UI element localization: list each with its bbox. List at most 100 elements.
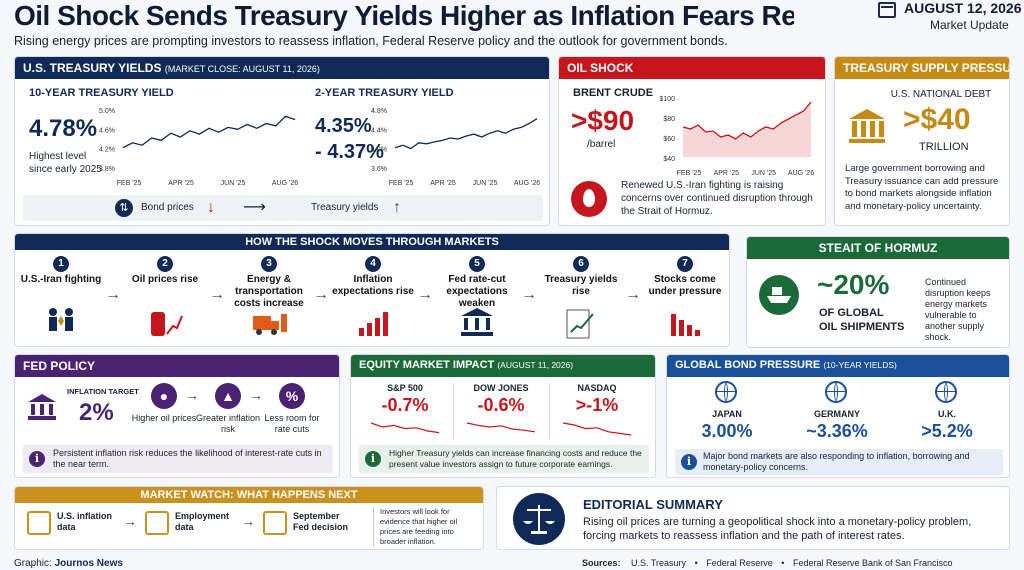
x-tick-label: JUN '25 xyxy=(221,180,246,187)
equity-name: S&P 500 xyxy=(387,383,423,393)
oil-shock-panel: OIL SHOCK BRENT CRUDE >$90 /barrel $100 $… xyxy=(558,56,826,226)
equity-value: -0.7% xyxy=(381,395,429,415)
x-tick-label: JUN '25 xyxy=(751,170,776,177)
inflation-target-label: INFLATION TARGET xyxy=(67,387,139,396)
fed-arrow-icon: → xyxy=(185,387,199,403)
oil-x-axis: FEB '25 APR '25 JUN '25 AUG '26 xyxy=(677,170,815,177)
x-tick-label: APR '25 xyxy=(430,180,456,187)
bond-arrows-icon: ⇅ xyxy=(115,199,133,217)
droplet-icon: ● xyxy=(151,383,177,409)
y-tick-label: 4.8% xyxy=(371,108,387,115)
sources-label: Sources: xyxy=(582,558,621,568)
watch-item-label: September Fed decision xyxy=(293,511,349,532)
oil-drop-icon xyxy=(571,181,607,217)
supply-note: Large government borrowing and Treasury … xyxy=(845,163,999,212)
x-tick-label: FEB '25 xyxy=(677,170,702,177)
step-number: 2 xyxy=(157,256,173,272)
editorial-text: Rising oil prices are turning a geopolit… xyxy=(583,516,972,542)
step-label: Fed rate-cut expectations weaken xyxy=(446,274,508,309)
ten-year-note-1: Highest level xyxy=(29,151,87,162)
watch-panel: MARKET WATCH: WHAT HAPPENS NEXT U.S. inf… xyxy=(14,486,484,550)
global-note-box: i Major bond markets are also responding… xyxy=(675,449,1003,475)
watch-note: Investors will look for evidence that hi… xyxy=(373,507,477,547)
oil-shock-header: OIL SHOCK xyxy=(559,57,825,79)
debt-value: >$40 xyxy=(903,103,971,136)
arrow-up-icon: ↑ xyxy=(393,199,401,216)
equity-divider xyxy=(549,383,550,439)
fed-header: FED POLICY xyxy=(15,355,339,377)
two-year-y-axis: 4.8% 4.4% 4.0% 3.6% xyxy=(371,108,387,173)
oil-area xyxy=(683,102,811,157)
step-number: 5 xyxy=(469,256,485,272)
editorial-title: EDITORIAL SUMMARY xyxy=(583,497,723,512)
y-tick-label: 4.4% xyxy=(371,127,387,134)
step-number: 6 xyxy=(573,256,589,272)
page-subtitle: Rising energy prices are prompting inves… xyxy=(14,34,728,48)
fed-item-label: Less room for rate cuts xyxy=(264,413,320,434)
two-year-value: 4.35% xyxy=(315,115,372,137)
fed-building-icon xyxy=(27,393,57,426)
watch-header: MARKET WATCH: WHAT HAPPENS NEXT xyxy=(15,487,483,503)
fed-note: Persistent inflation risk reduces the li… xyxy=(53,448,322,469)
two-year-chart: 4.8% 4.4% 4.0% 3.6% FEB '25 APR '25 JUN '25 AU… xyxy=(371,108,540,187)
hormuz-header: STEAIT OF HORMUZ xyxy=(747,237,1009,259)
equity-note: Higher Treasury yields can increase fina… xyxy=(389,448,642,469)
ten-year-label: 10-YEAR TREASURY YIELD xyxy=(29,87,174,99)
arrow-right-icon: ⟶ xyxy=(243,199,266,216)
equity-name: NASDAQ xyxy=(577,383,617,393)
people-icon xyxy=(145,511,169,535)
date-box: AUGUST 12, 2026 Market Update xyxy=(872,0,1022,36)
fed-arrow-icon: → xyxy=(249,387,263,403)
two-year-value-2: - 4.37% xyxy=(315,141,384,163)
x-tick-label: APR '25 xyxy=(168,180,194,187)
global-note-title: (10-YEAR YIELDS) xyxy=(823,360,897,370)
page-title: Oil Shock Sends Treasury Yields Higher a… xyxy=(14,0,794,31)
brent-label: BRENT CRUDE xyxy=(573,87,654,99)
ten-year-line xyxy=(122,115,296,149)
debt-unit: TRILLION xyxy=(919,141,969,153)
date-label: Market Update xyxy=(930,18,1009,32)
hormuz-note: Continued disruption keeps energy market… xyxy=(925,277,991,342)
calendar-icon xyxy=(878,2,896,18)
equity-title: EQUITY MARKET IMPACT xyxy=(359,359,495,371)
source-2: Federal Reserve xyxy=(706,558,773,568)
supply-panel: TREASURY SUPPLY PRESSURE U.S. NATIONAL D… xyxy=(834,56,1010,226)
step-label: Stocks come under pressure xyxy=(648,274,722,297)
equity-note-title: (AUGUST 11, 2026) xyxy=(497,360,574,370)
fed-item-label: Greater inflation risk xyxy=(195,413,261,434)
equity-divider xyxy=(453,383,454,439)
scales-icon xyxy=(513,493,565,545)
step-label: U.S.-Iran fighting xyxy=(20,274,102,285)
watch-arrow-icon: → xyxy=(123,513,137,529)
x-tick-label: JUN '25 xyxy=(473,180,498,187)
fed-item-label: Higher oil prices xyxy=(131,413,197,423)
two-year-line xyxy=(394,118,538,150)
y-tick-label: $60 xyxy=(663,136,675,143)
treasury-yields-panel: U.S. TREASURY YIELDS (MARKET CLOSE: AUGU… xyxy=(14,56,550,226)
step-number: 3 xyxy=(261,256,277,272)
hormuz-panel: STEAIT OF HORMUZ ~20% OF GLOBAL OIL SHIP… xyxy=(746,236,1010,348)
graphic-label: Graphic: xyxy=(14,558,52,569)
step-label: Inflation expectations rise xyxy=(332,274,414,297)
chart-up-icon: ▲ xyxy=(215,383,241,409)
step-label: Energy & transportation costs increase xyxy=(234,274,304,309)
step-number: 4 xyxy=(365,256,381,272)
globe-icon xyxy=(935,381,957,403)
brent-unit: /barrel xyxy=(587,139,616,150)
fed-note-box: i Persistent inflation risk reduces the … xyxy=(23,445,333,473)
oil-chart: $100 $80 $60 $40 FEB '25 APR '25 JUN '25 AUG '… xyxy=(659,96,815,177)
ten-year-y-axis: 5.0% 4.6% 4.2% 3.8% xyxy=(99,108,115,173)
source-1: U.S. Treasury xyxy=(631,558,687,568)
treasury-yields-header: U.S. TREASURY YIELDS (MARKET CLOSE: AUGU… xyxy=(15,57,549,79)
step-number: 7 xyxy=(677,256,693,272)
oil-note: Renewed U.S.-Iran fighting is raising co… xyxy=(621,180,813,217)
equity-sparkline xyxy=(370,422,440,434)
step-label: Treasury yields rise xyxy=(544,274,618,297)
globe-icon xyxy=(715,381,737,403)
equity-sparkline xyxy=(466,422,536,433)
two-year-label: 2-YEAR TREASURY YIELD xyxy=(315,87,454,99)
global-panel: GLOBAL BOND PRESSURE (10-YEAR YIELDS) JA… xyxy=(666,354,1010,478)
bond-prices-label: Bond prices xyxy=(141,202,194,213)
chart-up-icon xyxy=(355,306,391,340)
